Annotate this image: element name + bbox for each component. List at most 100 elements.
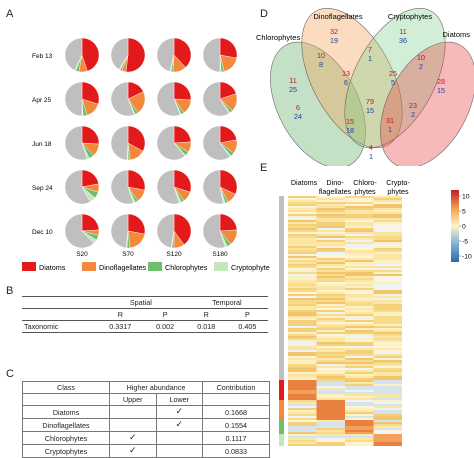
class-cell: Chlorophytes xyxy=(22,431,110,445)
heatmap-cell xyxy=(288,222,317,224)
heatmap-cell xyxy=(345,256,374,258)
heatmap-cell xyxy=(288,334,317,336)
venn-count-red: 10 xyxy=(317,51,325,60)
heatmap-cell xyxy=(345,278,374,280)
annotation-dinoflagellates xyxy=(279,400,284,420)
pie-slice-other xyxy=(202,125,231,161)
heatmap-cell xyxy=(373,308,402,310)
heatmap-cell xyxy=(373,316,402,318)
venn-count-blue: 15 xyxy=(437,86,445,95)
ellipse-chlorophytes xyxy=(270,41,366,166)
heatmap-cell xyxy=(345,240,374,242)
heatmap-cell xyxy=(373,200,402,202)
heatmap-cell xyxy=(316,250,345,252)
heatmap-cell xyxy=(373,362,402,364)
venn-set-label: Diatoms xyxy=(442,30,470,39)
heatmap-cell xyxy=(345,226,374,228)
venn-diagram: Chlorophytes Dinoflagellates Cryptophytes D… xyxy=(256,8,474,166)
heatmap-cell xyxy=(316,240,345,242)
heatmap-cell xyxy=(345,350,374,352)
heatmap-cell xyxy=(373,232,402,234)
venn-count-blue: 1 xyxy=(368,54,372,63)
heatmap-cell xyxy=(288,444,317,446)
heatmap-cell xyxy=(373,198,402,200)
pie-slice-other xyxy=(156,169,180,205)
venn-count-blue: 8 xyxy=(319,60,323,69)
heatmap-cell xyxy=(288,370,317,372)
check-icon xyxy=(155,444,203,458)
heatmap-cell xyxy=(373,252,402,254)
heatmap-cell xyxy=(316,404,345,406)
heatmap-cell xyxy=(288,412,317,414)
heatmap-cell xyxy=(345,316,374,318)
heatmap-cell xyxy=(373,206,402,208)
heatmap-cell xyxy=(316,392,345,394)
heatmap-cell xyxy=(288,332,317,334)
heatmap-cell xyxy=(373,266,402,268)
subheader: R xyxy=(203,310,209,319)
heatmap-cell xyxy=(373,326,402,328)
heatmap-cell xyxy=(345,422,374,424)
heatmap-cell xyxy=(316,394,345,396)
heatmap-cell xyxy=(345,348,374,350)
venn-set-label: Chlorophytes xyxy=(256,33,300,42)
heatmap-cell xyxy=(288,258,317,260)
heatmap-cell xyxy=(345,376,374,378)
heatmap-cell xyxy=(288,368,317,370)
heatmap-cell xyxy=(373,222,402,224)
check-icon xyxy=(155,431,203,445)
heatmap-cell xyxy=(373,328,402,330)
heatmap-cell xyxy=(373,360,402,362)
heatmap-cell xyxy=(373,300,402,302)
heatmap-cell xyxy=(373,384,402,386)
heatmap-cell xyxy=(288,434,317,436)
heatmap-cell xyxy=(316,282,345,284)
heatmap-cell xyxy=(373,290,402,292)
heatmap-cell xyxy=(373,204,402,206)
heatmap-cell xyxy=(345,362,374,364)
heatmap-cell xyxy=(288,216,317,218)
heatmap-cell xyxy=(345,418,374,420)
venn-count-blue: 1 xyxy=(369,152,373,161)
heatmap-cell xyxy=(316,326,345,328)
venn-count-red: 28 xyxy=(437,77,445,86)
heatmap-cell xyxy=(345,218,374,220)
heatmap-cell xyxy=(373,342,402,344)
pie-slice-other xyxy=(110,169,134,205)
heatmap-cell xyxy=(345,426,374,428)
heatmap-cell xyxy=(316,218,345,220)
colorbar-tick-label: 10 xyxy=(462,194,470,201)
heatmap-cell xyxy=(316,410,345,412)
heatmap-cell xyxy=(316,242,345,244)
heatmap-cell xyxy=(288,282,317,284)
heatmap-column-label: Crypto- xyxy=(386,178,410,187)
heatmap-cell xyxy=(345,290,374,292)
heatmap-cell xyxy=(288,426,317,428)
pie-slice-diatoms xyxy=(173,213,192,246)
pie-slice-other xyxy=(202,37,221,73)
pie-slice-other xyxy=(202,81,230,117)
heatmap-cell xyxy=(373,278,402,280)
heatmap-cell xyxy=(345,358,374,360)
heatmap-cell xyxy=(373,298,402,300)
heatmap-cell xyxy=(345,266,374,268)
heatmap-cell xyxy=(373,280,402,282)
venn-count-red: 11 xyxy=(399,27,406,36)
heatmap-cell xyxy=(316,408,345,410)
venn-count-blue: 25 xyxy=(289,85,297,94)
heatmap-cell xyxy=(316,332,345,334)
heatmap-cell xyxy=(288,220,317,222)
group-spatial: Spatial xyxy=(96,296,186,309)
heatmap-cell xyxy=(316,426,345,428)
heatmap-cell xyxy=(288,198,317,200)
heatmap-cell xyxy=(316,364,345,366)
heatmap-cell xyxy=(316,412,345,414)
heatmap-cell xyxy=(345,434,374,436)
heatmap-cell xyxy=(316,200,345,202)
heatmap-cell xyxy=(316,322,345,324)
heatmap-cell xyxy=(373,276,402,278)
colorbar xyxy=(451,190,459,262)
heatmap-cell xyxy=(316,438,345,440)
heatmap-cell xyxy=(316,324,345,326)
heatmap-cell xyxy=(316,442,345,444)
